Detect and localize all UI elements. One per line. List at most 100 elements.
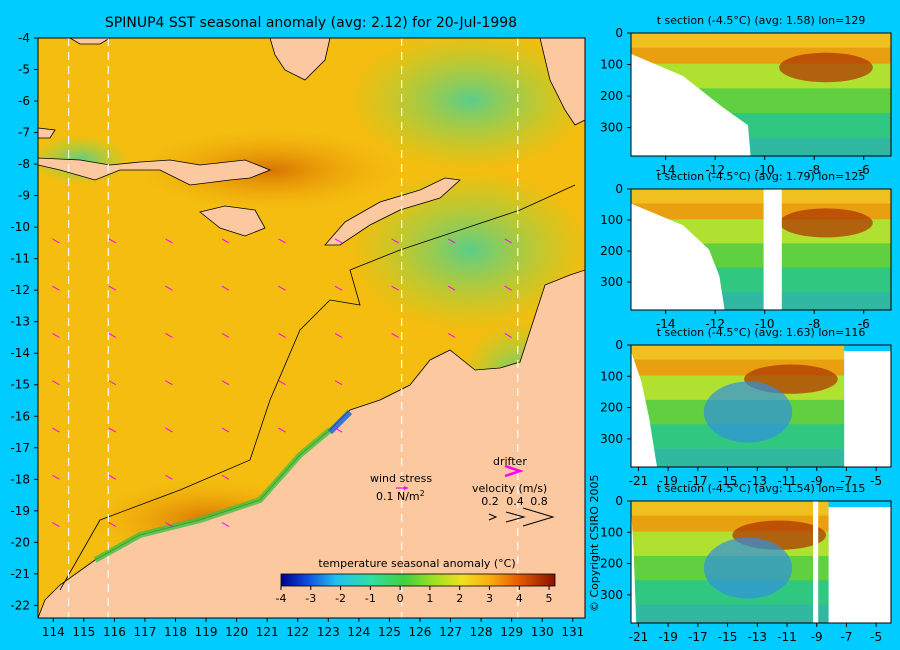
section-panel: t section (-4.5°C) (avg: 1.63) lon=116 0 1… [600,326,892,488]
coastal-band [327,409,353,435]
no-data-gap [763,189,782,310]
lat-tick-label: -10 [755,317,775,331]
section-panel: t section (-4.5°C) (avg: 1.58) lon=129 0 1… [600,14,892,177]
wind-arrow [52,474,60,480]
lat-tick-label: -19 [658,474,678,488]
depth-tick-label: 100 [600,58,623,72]
depth-tick-label: 100 [600,525,623,539]
depth-tick-label: 300 [600,588,623,602]
x-tick-label: 131 [561,625,584,639]
colorbar-tick-label: 5 [546,592,553,605]
isobath-contour [59,184,576,591]
x-tick-label: 119 [195,625,218,639]
section-title: t section (-4.5°C) (avg: 1.79) lon=125 [657,170,866,183]
colorbar-label: temperature seasonal anomaly (°C) [318,557,515,570]
x-tick-label: 126 [409,625,432,639]
y-tick-label: -5 [18,63,30,77]
wind-arrow [391,333,399,338]
wind-arrow [447,238,456,244]
wind-arrow [165,380,173,386]
temperature-band [631,501,829,517]
wind-arrow [52,380,60,386]
colorbar-tick-label: 4 [516,592,523,605]
colorbar-tick-label: 3 [486,592,493,605]
wind-arrow [504,333,512,338]
velocity-arrow-large [522,507,555,527]
y-tick-label: -6 [18,94,30,108]
wind-arrow [221,333,230,338]
drifter-label: drifter [493,455,527,468]
no-data-mask [631,203,725,310]
wind-stress-label: wind stress [370,472,432,485]
colorbar-tick-label: 0 [397,592,404,605]
land-timor [324,177,461,246]
warm-core [779,52,873,83]
depth-tick-label: 100 [600,213,623,227]
temperature-band [631,345,845,361]
wind-arrow [108,522,117,528]
land-island-west [38,127,56,139]
colorbar-tick-label: 1 [426,592,433,605]
y-tick-label: -8 [18,157,30,171]
lat-tick-label: -17 [688,474,708,488]
depth-tick-label: 300 [600,432,623,446]
section-panel: t section (-4.5°C) (avg: 1.79) lon=125 0 1… [600,170,892,331]
wind-arrow [278,333,286,338]
wind-arrow [165,238,173,244]
lat-tick-label: -6 [858,163,870,177]
lat-tick-label: -12 [705,163,725,177]
section-frame [630,500,892,624]
section-title: t section (-4.5°C) (avg: 1.58) lon=129 [657,14,866,27]
x-tick-label: 127 [439,625,462,639]
lat-tick-label: -15 [718,630,738,644]
lat-tick-label: -7 [840,474,852,488]
map-y-axis: -4 -5 -6 -7 -8 -9 -10 -11 -12 -13 -14 -15 -16 -17 -18 -… [10,31,38,612]
wind-arrow [108,427,117,433]
velocity-tick: 0.8 [530,495,548,508]
wind-arrow [165,427,173,433]
lat-tick-label: -11 [777,474,797,488]
lat-tick-label: -21 [629,474,649,488]
wind-arrow [52,427,60,433]
velocity-tick: 0.4 [506,495,524,508]
wind-arrow [165,333,173,338]
colorbar-tick-label: -4 [276,592,287,605]
depth-tick-label: 0 [615,26,623,40]
section-lines [67,38,519,618]
no-data-mask [631,507,637,623]
land-sumba [199,205,266,237]
wind-arrow [278,285,286,291]
map-x-axis: 114 115 116 117 118 119 120 121 122 123 124 125 126 1… [42,618,584,639]
wind-arrow [334,285,343,291]
no-data-mask [844,351,891,467]
lat-tick-label: -13 [747,630,767,644]
cool-anomaly-region [350,38,585,170]
lat-tick-label: -6 [858,317,870,331]
warm-core [779,208,873,238]
x-tick-label: 121 [256,625,279,639]
wind-arrow [278,427,286,433]
depth-tick-label: 0 [615,338,623,352]
cool-core [703,381,793,443]
temperature-band [631,189,891,205]
lat-tick-label: -9 [811,474,823,488]
map-frame [37,37,586,619]
y-tick-label: -9 [18,189,30,203]
y-tick-label: -14 [10,346,30,360]
wind-arrow [334,380,343,386]
velocity-arrow-medium [505,511,526,523]
wind-arrow [108,380,117,386]
section-frame [630,32,892,157]
wind-arrow [52,333,60,338]
depth-tick-label: 200 [600,244,623,258]
x-tick-label: 116 [103,625,126,639]
colorbar-ticks: -4 -3 -2 -1 0 1 2 3 4 5 [276,586,553,605]
section-panel: t section (-4.5°C) (avg: 1.54) lon=115 0 1… [600,482,892,644]
wind-arrow [447,285,456,291]
y-tick-label: -12 [10,283,30,297]
velocity-arrow-small [488,513,498,521]
lat-tick-label: -7 [840,630,852,644]
depth-tick-label: 300 [600,275,623,289]
lat-tick-label: -10 [755,163,775,177]
